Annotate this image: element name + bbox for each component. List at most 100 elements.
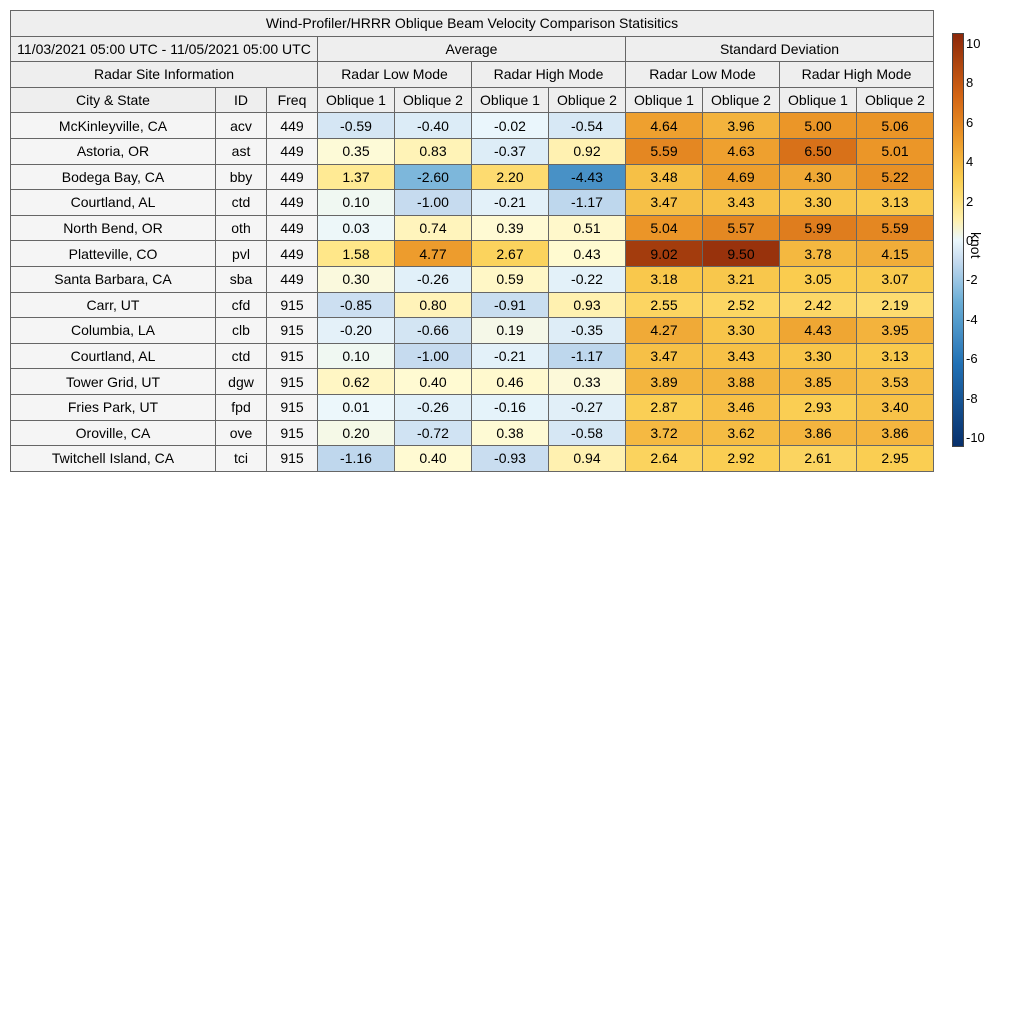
date-range: 11/03/2021 05:00 UTC - 11/05/2021 05:00 … <box>10 35 318 63</box>
value-cell: 2.92 <box>702 445 780 472</box>
site-freq-cell: 915 <box>266 445 318 472</box>
site-freq-cell: 915 <box>266 342 318 370</box>
value-cell: 4.15 <box>856 240 934 267</box>
site-id-cell: pvl <box>215 240 267 267</box>
value-cell: 0.93 <box>548 291 626 319</box>
value-cell: 0.94 <box>548 445 626 472</box>
value-cell: 0.35 <box>317 137 395 165</box>
site-name-cell: North Bend, OR <box>10 214 216 242</box>
value-cell: 9.50 <box>702 240 780 267</box>
site-freq-cell: 449 <box>266 189 318 216</box>
value-cell: -0.37 <box>471 137 549 165</box>
value-cell: 0.40 <box>394 445 472 472</box>
value-cell: 0.20 <box>317 419 395 447</box>
site-freq-cell: 915 <box>266 393 318 421</box>
table-row: Columbia, LA clb 915 -0.20 -0.66 0.19 -0.35 4.2… <box>10 317 934 344</box>
table-row: Santa Barbara, CA sba 449 0.30 -0.26 0.59 -0.2… <box>10 265 934 293</box>
value-cell: 0.10 <box>317 342 395 370</box>
value-cell: 3.30 <box>779 189 857 216</box>
value-cell: 0.19 <box>471 317 549 344</box>
value-cell: 0.80 <box>394 291 472 319</box>
colorbar-tick-label: 10 <box>966 36 981 51</box>
value-cell: 6.50 <box>779 137 857 165</box>
column-header-oblique: Oblique 2 <box>856 86 934 114</box>
site-freq-cell: 915 <box>266 368 318 395</box>
value-cell: -4.43 <box>548 163 626 191</box>
table-row: Courtland, AL ctd 449 0.10 -1.00 -0.21 -1.17 3.… <box>10 189 934 216</box>
value-cell: 2.52 <box>702 291 780 319</box>
value-cell: -1.00 <box>394 189 472 216</box>
value-cell: -0.21 <box>471 189 549 216</box>
value-cell: 5.22 <box>856 163 934 191</box>
table-row: Carr, UT cfd 915 -0.85 0.80 -0.91 0.93 2.55 2.52… <box>10 291 934 319</box>
site-id-cell: bby <box>215 163 267 191</box>
value-cell: 0.43 <box>548 240 626 267</box>
table-row: Astoria, OR ast 449 0.35 0.83 -0.37 0.92 5.59 4.… <box>10 137 934 165</box>
value-cell: 2.19 <box>856 291 934 319</box>
value-cell: 3.46 <box>702 393 780 421</box>
value-cell: 4.30 <box>779 163 857 191</box>
value-cell: 2.67 <box>471 240 549 267</box>
value-cell: -0.21 <box>471 342 549 370</box>
value-cell: 3.13 <box>856 342 934 370</box>
table-row: Oroville, CA ove 915 0.20 -0.72 0.38 -0.58 3.72… <box>10 419 934 447</box>
value-cell: 3.96 <box>702 112 780 139</box>
site-freq-cell: 449 <box>266 214 318 242</box>
table-title: Wind-Profiler/HRRR Oblique Beam Velocity… <box>10 10 934 37</box>
column-header-oblique: Oblique 1 <box>471 86 549 114</box>
table-row: Fries Park, UT fpd 915 0.01 -0.26 -0.16 -0.27 2… <box>10 393 934 421</box>
column-header-city-state: City & State <box>10 86 216 114</box>
value-cell: -0.40 <box>394 112 472 139</box>
value-cell: -1.17 <box>548 342 626 370</box>
mode-header: Radar High Mode <box>471 61 626 88</box>
value-cell: 4.64 <box>625 112 703 139</box>
value-cell: 0.59 <box>471 265 549 293</box>
value-cell: 5.59 <box>625 137 703 165</box>
site-name-cell: Tower Grid, UT <box>10 368 216 395</box>
site-id-cell: dgw <box>215 368 267 395</box>
colorbar-tick-label: 2 <box>966 193 974 209</box>
colorbar-tick-label: -10 <box>966 430 985 445</box>
value-cell: 4.43 <box>779 317 857 344</box>
site-id-cell: ast <box>215 137 267 165</box>
site-name-cell: Fries Park, UT <box>10 393 216 421</box>
column-header-oblique: Oblique 1 <box>625 86 703 114</box>
value-cell: -0.72 <box>394 419 472 447</box>
site-id-cell: clb <box>215 317 267 344</box>
site-freq-cell: 915 <box>266 419 318 447</box>
site-name-cell: Platteville, CO <box>10 240 216 267</box>
value-cell: 3.85 <box>779 368 857 395</box>
site-info-header: Radar Site Information <box>10 61 318 88</box>
site-name-cell: Courtland, AL <box>10 189 216 216</box>
table-row: Platteville, CO pvl 449 1.58 4.77 2.67 0.43 9.0… <box>10 240 934 267</box>
value-cell: 2.20 <box>471 163 549 191</box>
value-cell: 3.18 <box>625 265 703 293</box>
site-freq-cell: 915 <box>266 291 318 319</box>
site-id-cell: tci <box>215 445 267 472</box>
colorbar-tick-label: 8 <box>966 75 974 91</box>
value-cell: 2.61 <box>779 445 857 472</box>
value-cell: 0.40 <box>394 368 472 395</box>
value-cell: 1.37 <box>317 163 395 191</box>
stats-table: Wind-Profiler/HRRR Oblique Beam Velocity… <box>10 10 934 472</box>
value-cell: -0.16 <box>471 393 549 421</box>
table-row: Courtland, AL ctd 915 0.10 -1.00 -0.21 -1.17 3.… <box>10 342 934 370</box>
value-cell: 3.43 <box>702 189 780 216</box>
value-cell: 2.87 <box>625 393 703 421</box>
site-freq-cell: 915 <box>266 317 318 344</box>
value-cell: 0.74 <box>394 214 472 242</box>
value-cell: 3.05 <box>779 265 857 293</box>
column-header-oblique: Oblique 2 <box>394 86 472 114</box>
value-cell: 3.53 <box>856 368 934 395</box>
colorbar-tick-label: -4 <box>966 311 978 327</box>
site-freq-cell: 449 <box>266 137 318 165</box>
colorbar-tick-label: -8 <box>966 390 978 406</box>
value-cell: 2.55 <box>625 291 703 319</box>
site-id-cell: ctd <box>215 342 267 370</box>
site-freq-cell: 449 <box>266 163 318 191</box>
value-cell: 3.47 <box>625 342 703 370</box>
mode-header: Radar Low Mode <box>625 61 780 88</box>
value-cell: 9.02 <box>625 240 703 267</box>
value-cell: 0.62 <box>317 368 395 395</box>
value-cell: 3.13 <box>856 189 934 216</box>
